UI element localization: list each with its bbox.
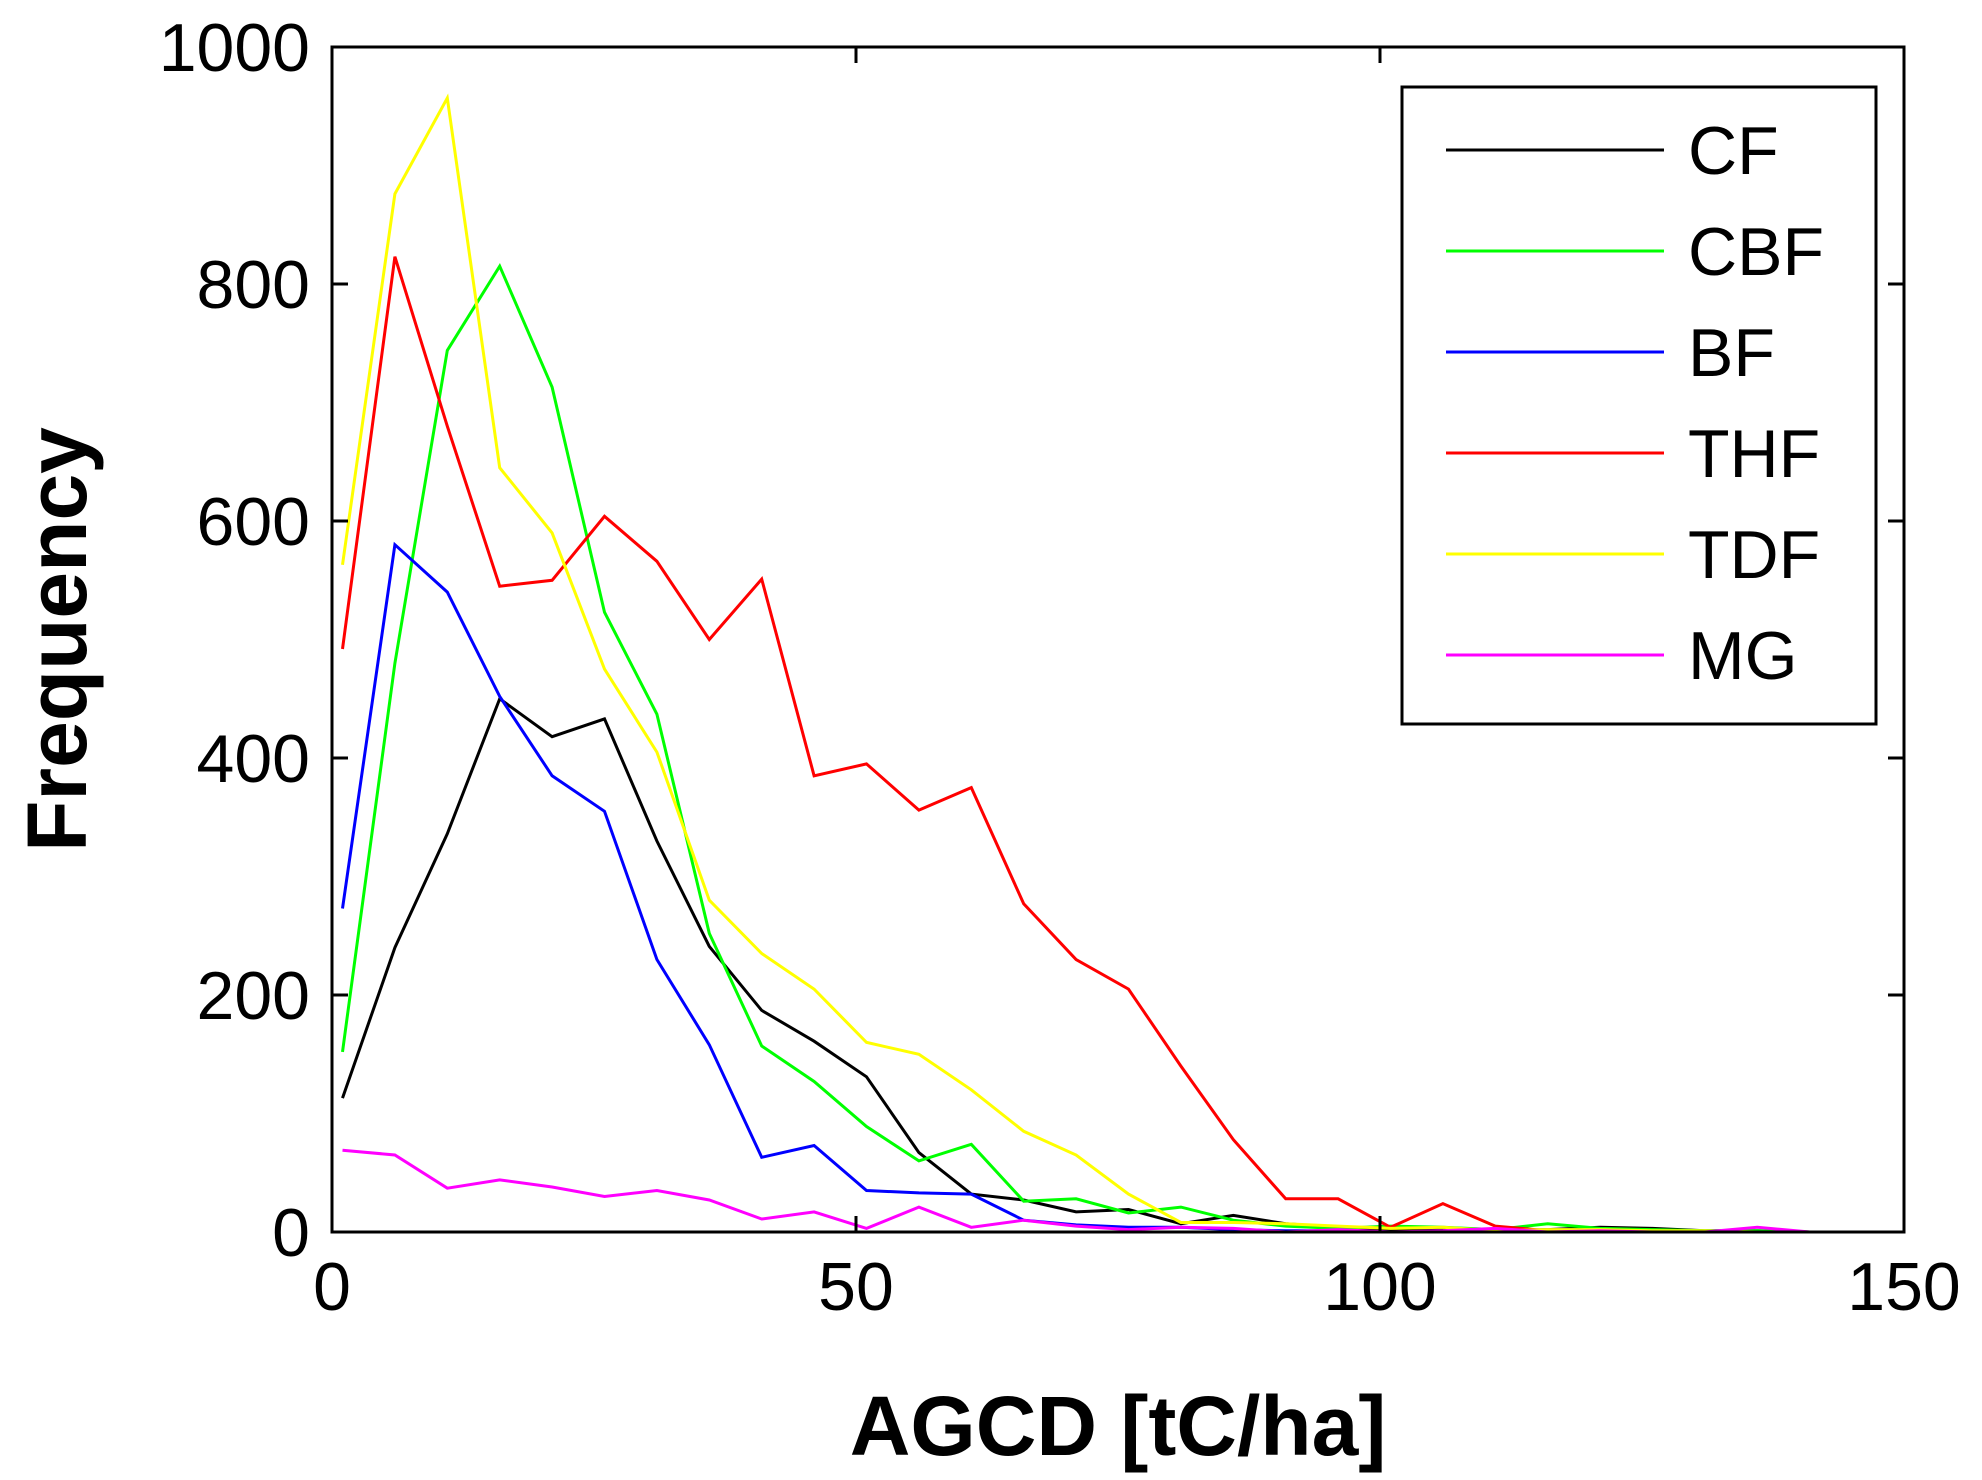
y-tick-label-4: 800 — [197, 247, 310, 323]
legend-label-thf: THF — [1688, 416, 1820, 492]
legend-label-bf: BF — [1688, 315, 1775, 391]
legend-label-cf: CF — [1688, 113, 1779, 189]
x-tick-label-3: 150 — [1847, 1249, 1960, 1325]
legend-label-tdf: TDF — [1688, 517, 1820, 593]
x-tick-label-1: 50 — [818, 1249, 894, 1325]
x-tick-label-2: 100 — [1323, 1249, 1436, 1325]
y-tick-label-1: 200 — [197, 958, 310, 1034]
y-axis-title: Frequency — [10, 427, 104, 852]
y-tick-label-2: 400 — [197, 721, 310, 797]
x-axis-title: AGCD [tC/ha] — [850, 1379, 1387, 1473]
legend-label-mg: MG — [1688, 618, 1798, 694]
y-tick-label-0: 0 — [272, 1195, 310, 1271]
x-tick-label-0: 0 — [313, 1249, 351, 1325]
tick-labels-layer: 0 50 100 150 0 200 400 600 800 1000 — [159, 10, 1961, 1325]
y-tick-label-5: 1000 — [159, 10, 310, 86]
legend: CF CBF BF THF TDF MG — [1400, 85, 1878, 726]
plot-frame — [330, 45, 1906, 1234]
legend-label-cbf: CBF — [1688, 214, 1824, 290]
y-tick-label-3: 600 — [197, 484, 310, 560]
legend-box — [1400, 85, 1878, 726]
